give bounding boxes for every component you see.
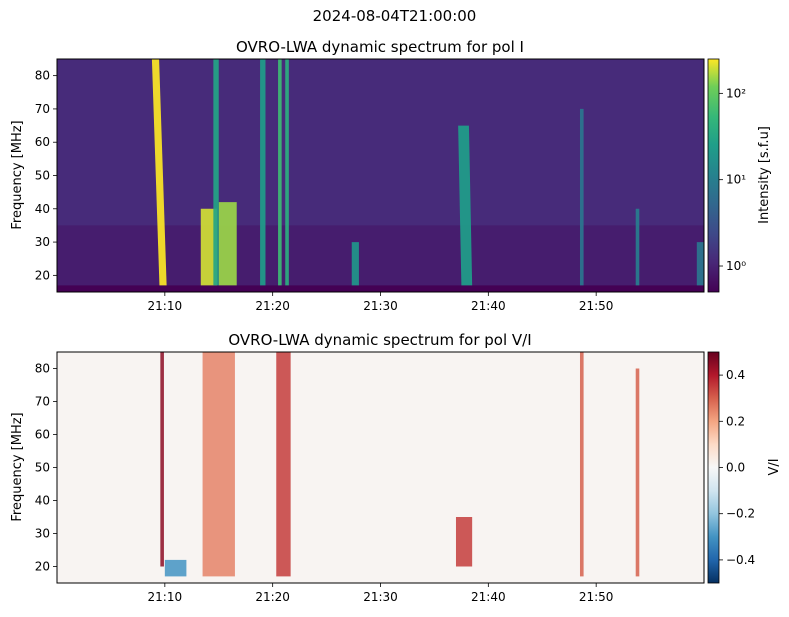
y-axis-label: Frequency [MHz] bbox=[10, 120, 25, 229]
x-tick-label: 21:30 bbox=[363, 590, 398, 604]
x-tick-label: 21:20 bbox=[255, 590, 290, 604]
heatmap-image bbox=[57, 352, 704, 583]
y-tick-label: 20 bbox=[35, 560, 50, 574]
burst-mark bbox=[285, 59, 289, 286]
x-tick-label: 21:50 bbox=[579, 590, 614, 604]
panel-pol-i: OVRO-LWA dynamic spectrum for pol I 21:1… bbox=[10, 38, 772, 313]
colorbar-ticks: 0.4 0.2 0.0 −0.2 −0.4 bbox=[719, 368, 755, 567]
burst-mark bbox=[458, 125, 473, 286]
panel-title: OVRO-LWA dynamic spectrum for pol I bbox=[236, 38, 524, 56]
burst-mark bbox=[200, 208, 217, 286]
colorbar-tick-label: 10¹ bbox=[726, 173, 746, 187]
polarization-mark bbox=[164, 559, 187, 577]
y-axis-label: Frequency [MHz] bbox=[10, 412, 25, 521]
y-tick-label: 50 bbox=[35, 461, 50, 475]
y-tick-label: 30 bbox=[35, 527, 50, 541]
colorbar-label: V/I bbox=[767, 458, 782, 475]
x-axis: 21:10 21:20 21:30 21:40 21:50 bbox=[148, 583, 614, 604]
x-tick-label: 21:50 bbox=[579, 299, 614, 313]
polarization-mark bbox=[202, 352, 235, 577]
panel-title: OVRO-LWA dynamic spectrum for pol V/I bbox=[228, 331, 531, 349]
burst-mark bbox=[278, 59, 282, 286]
y-tick-label: 40 bbox=[35, 494, 50, 508]
y-tick-label: 60 bbox=[35, 428, 50, 442]
y-tick-label: 70 bbox=[35, 102, 50, 116]
colorbar-label: Intensity [s.f.u] bbox=[757, 126, 772, 224]
burst-mark bbox=[213, 59, 219, 286]
heatmap-edge-band bbox=[57, 285, 704, 292]
colorbar-tick-label: 0.4 bbox=[726, 368, 745, 382]
colorbar-tick-label: 0.0 bbox=[726, 461, 745, 475]
x-tick-label: 21:40 bbox=[471, 590, 506, 604]
y-tick-label: 80 bbox=[35, 69, 50, 83]
y-tick-label: 20 bbox=[35, 268, 50, 282]
polarization-mark bbox=[276, 352, 291, 577]
colorbar bbox=[707, 58, 720, 293]
panel-pol-vi: OVRO-LWA dynamic spectrum for pol V/I 21… bbox=[10, 331, 782, 604]
colorbar-tick-label: 0.2 bbox=[726, 414, 745, 428]
polarization-mark bbox=[455, 517, 473, 567]
burst-mark bbox=[696, 242, 704, 286]
y-axis: 20 30 40 50 60 70 80 bbox=[35, 362, 57, 574]
burst-mark bbox=[579, 108, 584, 286]
y-tick-label: 70 bbox=[35, 395, 50, 409]
x-axis: 21:10 21:20 21:30 21:40 21:50 bbox=[148, 292, 614, 313]
burst-mark bbox=[218, 202, 237, 286]
burst-mark bbox=[151, 59, 167, 286]
colorbar-ticks: 10⁰ 10¹ 10² bbox=[719, 86, 746, 273]
colorbar-tick-label: 10² bbox=[726, 86, 746, 100]
colorbar-tick-label: −0.2 bbox=[726, 507, 755, 521]
burst-mark bbox=[260, 59, 266, 286]
colorbar-tick-label: −0.4 bbox=[726, 553, 755, 567]
y-tick-label: 30 bbox=[35, 235, 50, 249]
polarization-mark bbox=[579, 352, 584, 577]
heatmap-low-band bbox=[57, 225, 704, 286]
burst-mark bbox=[351, 242, 359, 286]
colorbar bbox=[707, 351, 720, 584]
y-tick-label: 60 bbox=[35, 135, 50, 149]
x-tick-label: 21:30 bbox=[363, 299, 398, 313]
heatmap-image bbox=[57, 59, 704, 292]
burst-mark bbox=[635, 208, 640, 286]
x-tick-label: 21:40 bbox=[471, 299, 506, 313]
colorbar-tick-label: 10⁰ bbox=[726, 259, 746, 273]
polarization-mark bbox=[160, 352, 164, 567]
y-tick-label: 80 bbox=[35, 362, 50, 376]
x-tick-label: 21:20 bbox=[255, 299, 290, 313]
polarization-mark bbox=[635, 368, 640, 577]
heatmap-background bbox=[57, 352, 704, 583]
x-tick-label: 21:10 bbox=[148, 590, 183, 604]
y-axis: 20 30 40 50 60 70 80 bbox=[35, 69, 57, 282]
figure-suptitle: 2024-08-04T21:00:00 bbox=[312, 7, 477, 25]
y-tick-label: 40 bbox=[35, 202, 50, 216]
x-tick-label: 21:10 bbox=[148, 299, 183, 313]
y-tick-label: 50 bbox=[35, 169, 50, 183]
